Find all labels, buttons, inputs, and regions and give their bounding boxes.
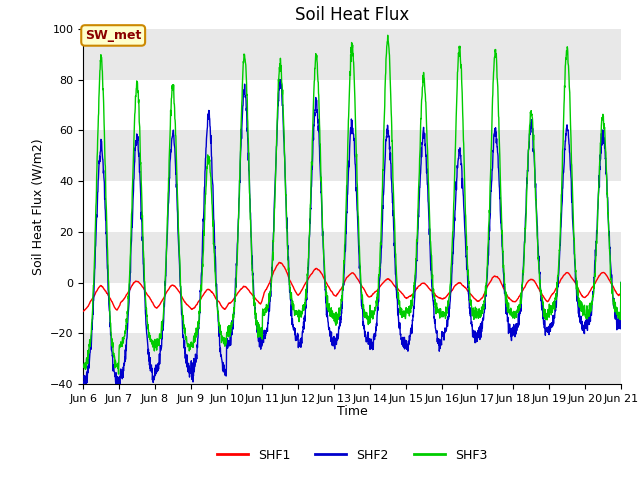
Line: SHF2: SHF2 [83, 80, 621, 384]
SHF1 [570, 277, 577, 283]
SHF2 [617, 280, 625, 286]
SHF3 [585, 309, 593, 315]
SHF1 [276, 260, 284, 265]
SHF1 [229, 297, 237, 303]
SHF2 [380, 192, 387, 198]
Line: SHF1: SHF1 [83, 263, 621, 311]
Bar [83, 232, 621, 283]
SHF3 [79, 363, 87, 369]
SHF1 [508, 298, 516, 304]
SHF3 [509, 312, 516, 317]
SHF3 [384, 32, 392, 38]
SHF1 [380, 280, 387, 286]
SHF1 [584, 291, 592, 297]
SHF2 [508, 332, 516, 337]
Title: Soil Heat Flux: Soil Heat Flux [295, 6, 409, 24]
Legend: SHF1, SHF2, SHF3: SHF1, SHF2, SHF3 [212, 444, 492, 467]
SHF2 [229, 326, 237, 332]
SHF2 [584, 314, 592, 320]
SHF3 [115, 371, 122, 377]
SHF2 [79, 381, 87, 387]
SHF3 [368, 308, 376, 314]
SHF2 [368, 345, 376, 351]
Text: SW_met: SW_met [85, 29, 141, 42]
SHF3 [230, 311, 237, 317]
Line: SHF3: SHF3 [83, 35, 621, 374]
SHF3 [570, 230, 577, 236]
Y-axis label: Soil Heat Flux (W/m2): Soil Heat Flux (W/m2) [31, 138, 44, 275]
SHF3 [617, 280, 625, 286]
Bar [83, 29, 621, 80]
SHF1 [617, 292, 625, 298]
Bar [83, 333, 621, 384]
Bar [83, 130, 621, 181]
X-axis label: Time: Time [337, 405, 367, 418]
SHF1 [368, 293, 376, 299]
SHF2 [276, 77, 284, 83]
SHF2 [570, 233, 577, 239]
SHF1 [79, 308, 87, 314]
SHF3 [380, 158, 387, 164]
